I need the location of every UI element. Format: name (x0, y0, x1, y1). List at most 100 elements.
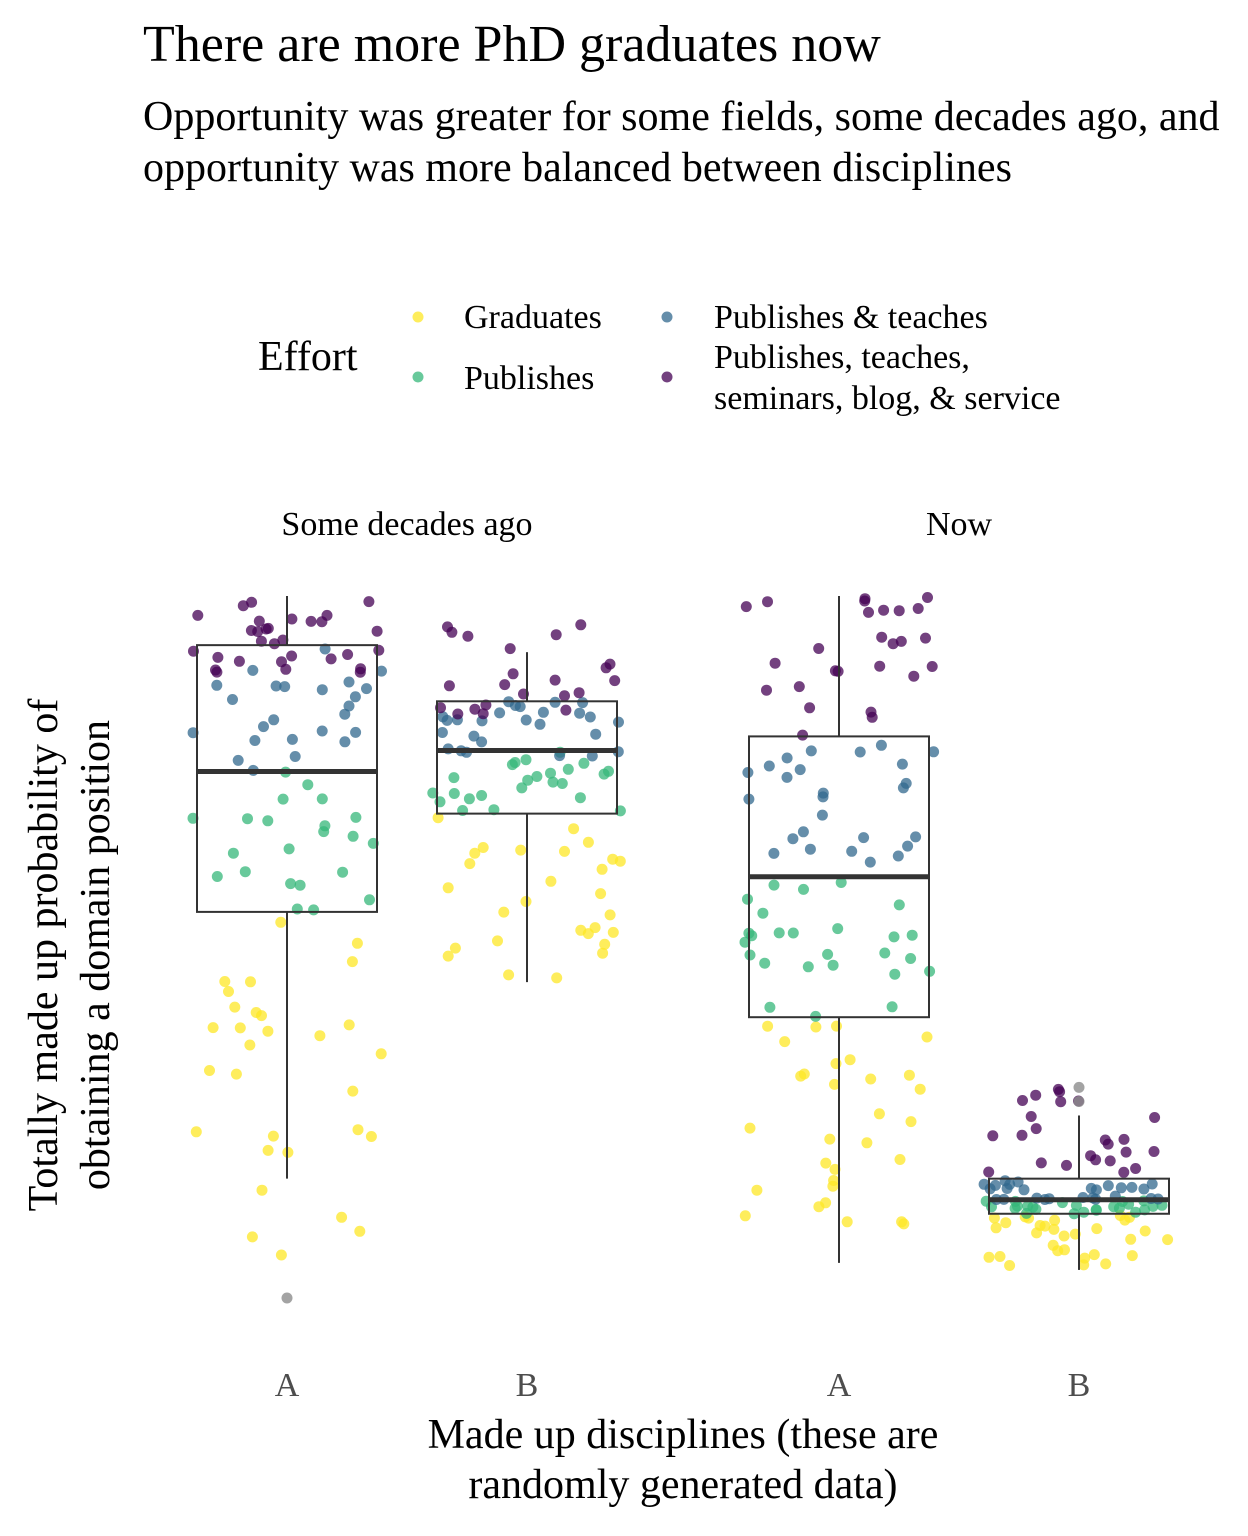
point-0-B-publishes-teaches-service (559, 690, 570, 702)
point-1-A-publishes-teaches (804, 843, 816, 855)
point-0-B-graduates (432, 812, 444, 824)
box-0-A-iqr (196, 644, 378, 913)
point-1-A-graduates (896, 1216, 908, 1228)
point-0-A-publishes-teaches-service (316, 616, 328, 628)
point-1-A-publishes-teaches-service (908, 670, 920, 682)
point-0-B-graduates (597, 947, 609, 959)
point-1-A-publishes-teaches-service (893, 605, 905, 617)
point-0-B-graduates (442, 882, 454, 894)
point-0-A-publishes (242, 813, 253, 825)
point-0-A-publishes-teaches (232, 754, 244, 766)
point-1-B-publishes-teaches (1102, 1180, 1114, 1192)
point-1-A-publishes-teaches (794, 764, 806, 776)
point-1-A-publishes-teaches-service (912, 603, 924, 614)
x-tick-1-B: B (1068, 1367, 1091, 1404)
point-1-B-graduates (988, 1212, 1000, 1224)
point-1-A-publishes (905, 953, 917, 964)
point-0-B-publishes-teaches (509, 700, 521, 711)
x-tick-0-A: A (275, 1367, 300, 1404)
point-1-A-publishes (889, 968, 901, 980)
point-1-A-publishes (768, 879, 780, 891)
point-1-A-graduates (762, 1020, 774, 1032)
point-1-A-publishes-teaches (900, 777, 912, 789)
point-0-A-graduates (375, 1048, 387, 1060)
point-0-B-publishes (562, 763, 574, 775)
point-1-A-publishes-teaches-service (740, 601, 752, 613)
point-1-A-graduates (739, 1210, 751, 1222)
legend-key-publishes-teaches (661, 311, 673, 323)
point-0-B-graduates (492, 935, 503, 947)
point-0-B-publishes-teaches (441, 714, 453, 726)
point-0-A-graduates (275, 1249, 287, 1261)
point-0-A-publishes-teaches (316, 725, 328, 737)
point-0-A-publishes-teaches (349, 691, 361, 703)
point-0-B-graduates (515, 844, 527, 856)
point-0-A-publishes (337, 866, 349, 878)
point-0-A-publishes-teaches (249, 735, 261, 746)
point-0-B-publishes-teaches (574, 707, 586, 719)
point-1-A-publishes-teaches (781, 752, 793, 764)
point-0-A-publishes-teaches (316, 684, 328, 696)
point-1-B-publishes-teaches-service (1061, 1159, 1072, 1171)
point-1-A-graduates (744, 1122, 756, 1134)
point-1-B-publishes-teaches-service (1130, 1163, 1142, 1174)
point-1-A-publishes-teaches (910, 831, 922, 843)
point-0-A-publishes-teaches-service (192, 609, 204, 621)
legend-label-graduates: Graduates (464, 299, 602, 336)
box-0-B-iqr (436, 700, 618, 815)
point-1-A-graduates (873, 1108, 885, 1120)
point-1-B-publishes (1070, 1199, 1082, 1211)
point-0-B-publishes-teaches (468, 730, 480, 742)
point-0-A-graduates (346, 956, 358, 968)
point-0-B-publishes (516, 782, 528, 794)
point-0-A-publishes (227, 847, 239, 859)
point-0-B-publishes-teaches (590, 728, 602, 740)
point-0-B-publishes-teaches-service (575, 619, 587, 631)
point-0-A-publishes-teaches (286, 733, 298, 745)
point-0-B-graduates (449, 942, 461, 954)
point-0-B-publishes (448, 788, 460, 799)
point-0-B-publishes (463, 793, 475, 805)
point-0-B-publishes-teaches (476, 736, 488, 748)
point-0-B-publishes-teaches-service (560, 704, 572, 716)
point-0-A-graduates (246, 1231, 258, 1243)
point-1-A-publishes (787, 927, 799, 939)
point-0-A-publishes (239, 866, 251, 878)
point-0-A-publishes-teaches (247, 664, 259, 676)
point-0-B-publishes-teaches-service (604, 658, 616, 670)
point-1-A-publishes-teaches (763, 760, 775, 772)
point-0-A-graduates (256, 1184, 268, 1196)
point-0-A-graduates (229, 1001, 241, 1013)
point-0-A-publishes-teaches (270, 680, 282, 692)
box-1-B-iqr (988, 1177, 1170, 1215)
point-1-B-publishes-teaches-service (1035, 1157, 1047, 1169)
point-0-A-publishes-teaches (350, 726, 362, 738)
point-1-A-graduates (827, 1180, 839, 1192)
point-1-A-publishes-teaches (742, 767, 754, 778)
point-1-A-publishes-teaches (817, 787, 829, 799)
point-1-B-graduates (1004, 1260, 1016, 1271)
point-1-A-publishes-teaches-service (813, 643, 825, 654)
point-1-B-graduates (990, 1222, 1002, 1234)
point-1-B-publishes-teaches (978, 1178, 990, 1190)
point-0-A-graduates (275, 916, 287, 928)
point-1-A-graduates (798, 1068, 810, 1080)
point-0-A-publishes-teaches (343, 700, 355, 712)
point-1-B-graduates (1139, 1225, 1151, 1237)
point-1-A-publishes-teaches (816, 809, 828, 821)
point-0-B-publishes-teaches (537, 706, 549, 718)
point-0-A-graduates (352, 1124, 364, 1136)
point-0-A-graduates (267, 1130, 279, 1142)
point-1-B-publishes-teaches-service (1118, 1133, 1130, 1145)
point-1-A-graduates (844, 1054, 856, 1066)
point-1-B-publishes-teaches (1146, 1178, 1158, 1190)
point-1-B-publishes (1078, 1206, 1090, 1218)
point-0-B-publishes-teaches-service (443, 680, 455, 692)
point-1-A-publishes (739, 936, 751, 948)
legend-label-publishes-teaches: Publishes & teaches (714, 299, 988, 336)
point-0-B-graduates (607, 926, 619, 938)
point-0-B-graduates (596, 863, 608, 875)
legend-key-publishes-teaches-service (661, 371, 673, 383)
point-1-A-graduates (914, 1083, 926, 1095)
point-0-A-publishes-teaches (268, 714, 280, 726)
